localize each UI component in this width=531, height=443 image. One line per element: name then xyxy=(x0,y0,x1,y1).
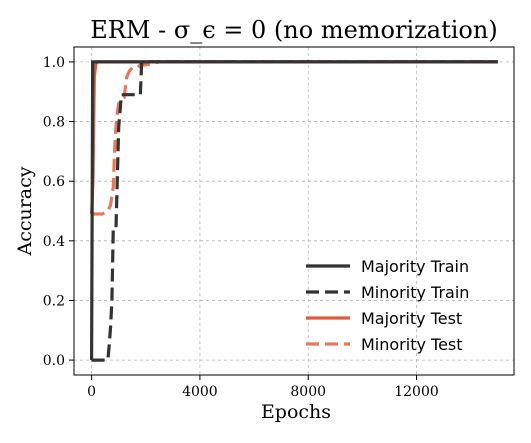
x-axis-label: Epochs xyxy=(261,401,331,423)
y-tick-label: 1.0 xyxy=(43,55,65,71)
x-tick-label: 8000 xyxy=(290,384,326,400)
y-tick-label: 0.8 xyxy=(43,115,65,131)
y-tick-label: 0.4 xyxy=(43,234,65,250)
x-tick-label: 0 xyxy=(87,384,96,400)
legend-entry-label: Minority Train xyxy=(361,283,469,302)
y-tick-label: 0.6 xyxy=(43,174,65,190)
y-tick-label: 0.0 xyxy=(43,353,65,369)
series-line-majority-test xyxy=(90,60,498,215)
y-tick-label: 0.2 xyxy=(43,293,65,309)
axes xyxy=(73,46,515,376)
series-line-minority-train xyxy=(91,60,498,362)
chart-title: ERM - σ_ϵ = 0 (no memorization) xyxy=(90,16,497,44)
legend-entry-label: Minority Test xyxy=(361,335,463,354)
legend-entry-label: Majority Train xyxy=(361,257,469,276)
legend-entry-label: Majority Test xyxy=(361,309,462,328)
series-line-minority-test xyxy=(91,60,498,216)
y-axis-label: Accuracy xyxy=(14,166,36,256)
series-layer xyxy=(90,60,498,362)
series-line-majority-train xyxy=(90,60,498,361)
plot-frame xyxy=(73,46,515,376)
ticks: 0 4000 8000 12000 0.0 0.2 0.4 0.6 0.8 1.0 xyxy=(43,55,439,400)
legend: Majority Train Minority Train Majority Tes… xyxy=(306,257,469,354)
x-tick-label: 4000 xyxy=(182,384,218,400)
x-tick-label: 12000 xyxy=(394,384,439,400)
